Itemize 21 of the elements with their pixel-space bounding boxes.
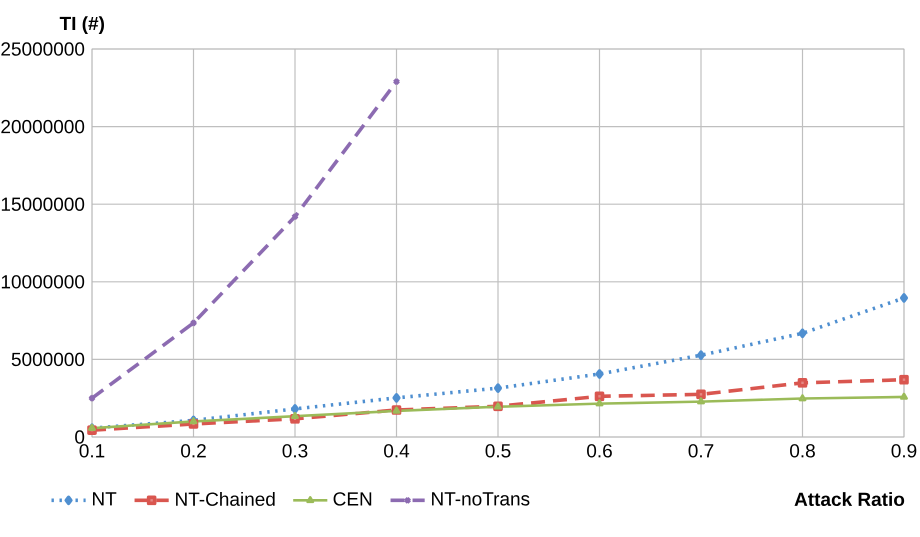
x-tick-label: 0.8: [790, 444, 815, 458]
y-tick-label: 20000000: [1, 120, 84, 134]
legend-label: CEN: [334, 492, 372, 506]
legend-label: NT: [93, 492, 116, 506]
x-tick-label: 0.2: [181, 444, 206, 458]
x-axis-title: Attack Ratio: [794, 492, 904, 506]
y-tick-label: 25000000: [1, 42, 84, 56]
x-tick-label: 0.7: [688, 444, 714, 458]
x-tick-label: 0.5: [486, 444, 510, 458]
y-tick-label: 5000000: [12, 352, 84, 366]
x-tick-label: 0.9: [892, 444, 916, 458]
legend-label: NT-Chained: [176, 492, 275, 506]
y-tick-label: 10000000: [2, 275, 84, 289]
y-tick-label: 0: [75, 430, 84, 444]
x-tick-label: 0.4: [384, 444, 410, 458]
y-axis-title: TI (#): [60, 16, 104, 34]
legend-label: NT-noTrans: [432, 492, 530, 506]
x-tick-label: 0.6: [587, 444, 612, 458]
y-tick-label: 15000000: [2, 197, 84, 211]
x-tick-label: 0.3: [282, 444, 308, 458]
x-tick-label: 0.1: [80, 444, 104, 458]
